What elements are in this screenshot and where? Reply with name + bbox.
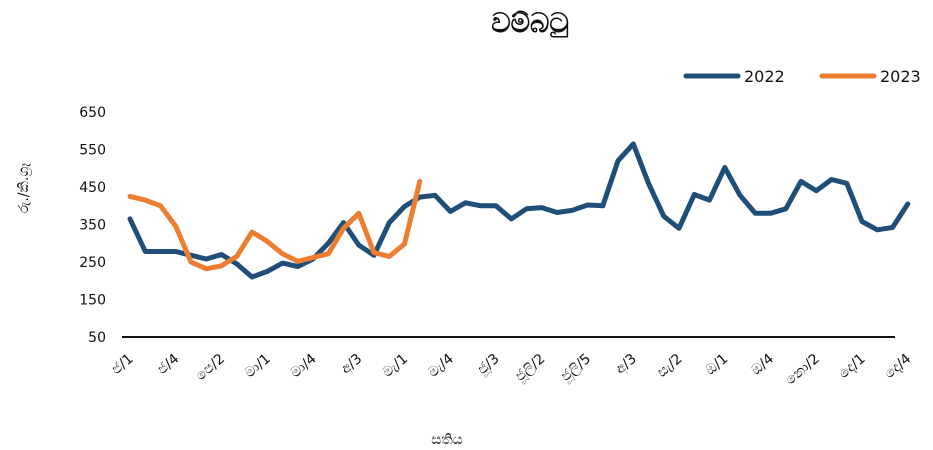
y-axis-label: රු./කි.ග්‍රෑ [16, 163, 32, 214]
x-tick-label-15: නො/2 [783, 351, 823, 388]
x-tick-label-7: මැ/4 [425, 351, 456, 381]
series-line-2023 [127, 178, 423, 272]
y-tick-label-1: 150 [79, 293, 106, 309]
legend-label-2022: 2022 [744, 67, 785, 86]
y-tick-label-5: 550 [79, 143, 106, 159]
x-tick-label-3: මා/1 [242, 351, 274, 381]
series-lines [127, 141, 911, 280]
y-axis-ticks: 50 150 250 350 450 550 650 [79, 105, 106, 346]
x-tick-label-9: ජූලි/2 [512, 351, 549, 386]
y-tick-label-2: 250 [79, 255, 106, 271]
x-tick-label-16: දෙ/1 [836, 351, 869, 382]
x-tick-label-0: ජ/1 [109, 351, 137, 378]
x-tick-label-13: ඔ/1 [703, 351, 732, 379]
x-tick-label-4: මා/4 [288, 351, 320, 382]
x-tick-label-12: සැ/2 [654, 351, 685, 381]
y-tick-label-4: 450 [79, 180, 106, 196]
y-tick-label-0: 50 [88, 330, 106, 346]
x-axis-label: සතිය [431, 432, 463, 448]
legend-label-2023: 2023 [880, 67, 921, 86]
x-tick-label-6: මැ/1 [380, 351, 411, 381]
series-line-2022 [127, 141, 911, 280]
chart-title: වම්බටු [491, 8, 569, 39]
x-tick-label-1: ජ/4 [154, 351, 182, 378]
x-tick-label-11: අ/3 [612, 351, 640, 378]
y-tick-label-3: 350 [79, 218, 106, 234]
x-tick-label-17: දෙ/4 [882, 351, 915, 382]
x-tick-label-14: ඔ/4 [748, 351, 777, 379]
legend: 2022 2023 [683, 67, 921, 86]
x-tick-label-2: පෙ/2 [193, 351, 228, 384]
x-tick-label-8: ජූ/3 [475, 351, 504, 379]
y-tick-label-6: 650 [79, 105, 106, 121]
x-tick-label-5: අ/3 [338, 351, 366, 378]
x-tick-label-10: ජූලි/5 [558, 351, 595, 386]
x-axis-ticks: ජ/1 ජ/4 පෙ/2 මා/1 මා/4 අ/3 මැ/1 මැ/4 ජූ/3 ජූලි/2 ජ… [109, 351, 915, 388]
